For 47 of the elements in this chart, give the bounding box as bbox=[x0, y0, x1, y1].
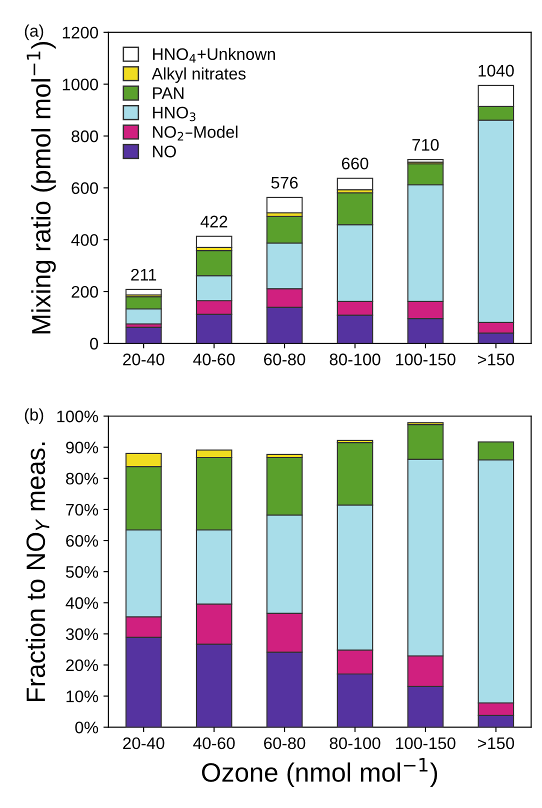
y-tick-label: 40% bbox=[66, 597, 98, 609]
legend-label: NO$_{2}$–Model bbox=[153, 126, 238, 140]
y-axis-title: Fraction to NO$_{Y}$ meas. bbox=[26, 442, 50, 702]
y-tick-label: 0 bbox=[90, 338, 98, 350]
annotation: 710 bbox=[412, 138, 439, 151]
y-tick-label: 600 bbox=[72, 182, 98, 194]
x-tick-label: 60-80 bbox=[264, 737, 306, 750]
x-tick-label: 100-150 bbox=[396, 737, 456, 750]
y-tick-label: 1200 bbox=[62, 26, 98, 39]
annotation: 660 bbox=[342, 158, 368, 170]
y-tick-label: 1000 bbox=[62, 78, 98, 90]
y-tick-label: 800 bbox=[72, 130, 98, 142]
legend-label: HNO$_{4}$+Unknown bbox=[153, 48, 275, 63]
x-tick-label: 60-80 bbox=[264, 354, 306, 366]
text: (b) bbox=[24, 408, 44, 424]
y-tick-label: 400 bbox=[71, 234, 98, 246]
y-tick-label: 50% bbox=[66, 566, 98, 578]
annotation: 1040 bbox=[478, 64, 514, 77]
y-tick-label: 10% bbox=[66, 690, 98, 702]
x-tick-label: 100-150 bbox=[396, 354, 456, 366]
annotation: 576 bbox=[271, 176, 298, 189]
x-tick-label: 20-40 bbox=[123, 737, 164, 750]
y-axis-title: Mixing ratio (pmol mol$^{−1}$) bbox=[26, 42, 56, 334]
x-tick-label: >150 bbox=[478, 354, 514, 366]
y-tick-label: 0% bbox=[75, 722, 98, 734]
y-tick-label: 100% bbox=[57, 410, 98, 422]
y-tick-label: 20% bbox=[66, 659, 98, 672]
x-axis-title: Ozone (nmol mol$^{−1}$) bbox=[202, 758, 438, 788]
annotation: 422 bbox=[200, 216, 228, 228]
x-tick-label: >150 bbox=[478, 737, 514, 750]
y-tick-label: 200 bbox=[72, 286, 98, 298]
y-tick-label: 80% bbox=[66, 472, 98, 485]
x-tick-label: 40-60 bbox=[193, 737, 235, 750]
legend-label: NO bbox=[153, 146, 176, 158]
y-tick-label: 30% bbox=[66, 628, 98, 640]
legend-label: PAN bbox=[153, 87, 184, 99]
x-tick-label: 80-100 bbox=[330, 737, 380, 750]
x-tick-label: 80-100 bbox=[330, 354, 380, 366]
legend-label: Alkyl nitrates bbox=[152, 67, 246, 83]
legend-label: HNO$_{3}$ bbox=[153, 106, 196, 122]
y-tick-label: 70% bbox=[66, 504, 98, 516]
x-tick-label: 40-60 bbox=[193, 354, 235, 366]
y-tick-label: 60% bbox=[66, 534, 98, 547]
annotation: 211 bbox=[131, 268, 156, 280]
x-tick-label: 20-40 bbox=[123, 354, 164, 366]
text: (a) bbox=[24, 24, 44, 40]
y-tick-label: 90% bbox=[66, 442, 98, 454]
